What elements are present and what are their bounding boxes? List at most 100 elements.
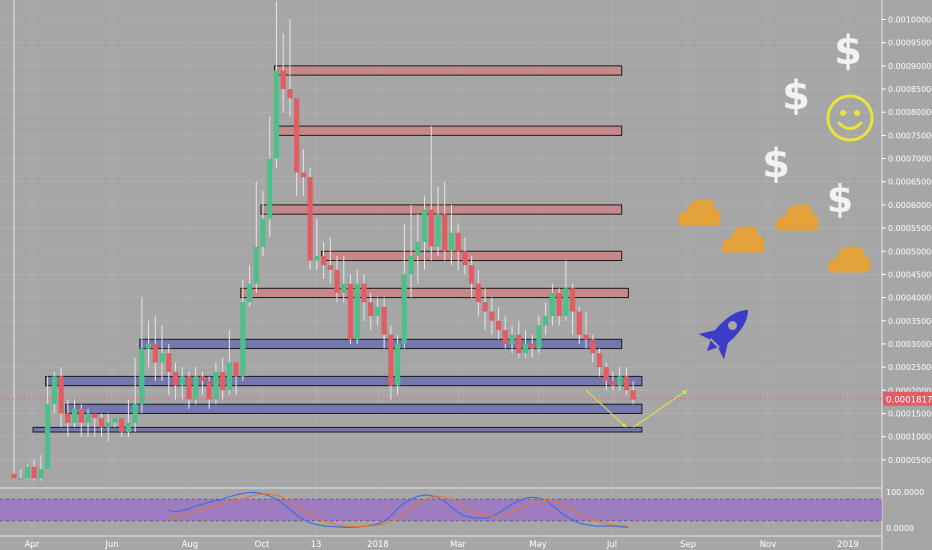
- zones-layer: [32, 65, 643, 433]
- candle-up: [253, 246, 259, 284]
- candle-down: [556, 292, 562, 317]
- candle-down: [603, 367, 609, 382]
- price-tick-label: 0.00075000: [888, 131, 932, 140]
- candle-down: [334, 269, 340, 293]
- oscillator-series-line: [167, 491, 629, 528]
- support-zone: [45, 375, 643, 387]
- dollar-sign: $: [827, 177, 853, 221]
- candle-down: [495, 320, 502, 331]
- candle-up: [51, 376, 57, 405]
- last-price-label: 0.00018176: [886, 395, 932, 405]
- price-tick-label: 0.00080000: [888, 108, 932, 117]
- candle-down: [469, 265, 475, 284]
- candle-up: [18, 478, 24, 480]
- rocket-body: [709, 309, 749, 349]
- price-tick-label: 0.00070000: [888, 155, 932, 164]
- resistance-zone: [240, 287, 629, 299]
- candle-down: [583, 334, 589, 340]
- time-tick-label: 13: [311, 540, 322, 550]
- time-tick-label: Jul: [606, 540, 617, 550]
- candle-down: [388, 334, 394, 386]
- candle-down: [455, 232, 461, 252]
- price-tick-label: 0.00100000: [888, 16, 932, 25]
- last-price-label-bg: [883, 391, 932, 406]
- cloud-icon: [678, 199, 721, 226]
- price-tick-label: 0.00045000: [888, 270, 932, 279]
- cloud-icon: [776, 204, 819, 231]
- candle-up: [341, 283, 347, 293]
- cloud-shape: [722, 226, 765, 253]
- rocket-fin: [718, 341, 729, 360]
- price-tick-label: 0.00035000: [888, 317, 932, 326]
- price-tick-label: 0.00085000: [888, 85, 932, 94]
- candle-down: [65, 413, 71, 423]
- price-axis-ticks: 0.00100000 0.00095000 0.00090000 0.00085000…: [882, 16, 932, 465]
- candle-down: [320, 255, 327, 266]
- candle-up: [435, 214, 441, 247]
- arrow-head: [682, 390, 687, 395]
- price-tick-label: 0.00090000: [888, 62, 932, 71]
- candle-down: [361, 283, 367, 303]
- candle-up: [71, 408, 78, 423]
- candle-down: [78, 408, 84, 423]
- cloud-icon: [722, 226, 765, 253]
- candle-up: [213, 371, 219, 400]
- oscillator-axis-ticks: 100.0000 0.0000: [886, 488, 924, 533]
- oscillator-series-line: [167, 493, 629, 528]
- candle-up: [159, 353, 165, 363]
- candle-up: [408, 255, 414, 275]
- resistance-zone: [273, 65, 623, 76]
- candle-up: [146, 343, 152, 349]
- time-tick-label: Mar: [450, 540, 467, 550]
- candle-up: [85, 413, 91, 423]
- smiley-face: [826, 94, 874, 142]
- candle-down: [119, 418, 125, 433]
- candle-down: [287, 89, 293, 99]
- time-tick-label: Apr: [25, 540, 40, 550]
- rocket-fin: [698, 329, 717, 340]
- candle-up: [374, 306, 381, 317]
- price-tick-label: 0.00095000: [888, 39, 932, 48]
- candle-up: [549, 292, 555, 317]
- time-tick-label: 2019: [837, 540, 859, 550]
- candle-down: [623, 376, 630, 391]
- time-tick-label: Sep: [680, 540, 696, 550]
- smiley-mouth: [837, 121, 863, 130]
- candle-up: [139, 348, 145, 405]
- arrow-line: [632, 389, 688, 428]
- price-axis-bg: [882, 0, 932, 550]
- candle-up: [509, 334, 515, 344]
- candle-up: [125, 422, 132, 433]
- dollar-sign: $: [834, 28, 862, 74]
- candle-down: [31, 466, 37, 479]
- candle-up: [401, 274, 407, 344]
- candle-down: [462, 251, 468, 266]
- arrow-head: [621, 422, 627, 428]
- candle-up: [395, 343, 401, 386]
- candle-up: [563, 288, 569, 317]
- candle-down: [347, 283, 354, 340]
- candle-down: [220, 371, 226, 391]
- smiley-eye: [854, 110, 860, 116]
- candle-down: [475, 283, 481, 303]
- candle-up: [617, 376, 623, 386]
- cloud-shape: [828, 246, 871, 273]
- gridlines: [0, 0, 882, 536]
- candle-up: [448, 232, 455, 252]
- support-zone: [65, 403, 643, 414]
- candle-down: [206, 381, 212, 400]
- candle-down: [166, 353, 172, 372]
- candle-up: [246, 283, 253, 303]
- candle-down: [590, 339, 596, 354]
- candle-down: [199, 376, 206, 382]
- candle-up: [179, 376, 185, 386]
- rocket-flame: [707, 340, 718, 351]
- candle-down: [92, 413, 98, 419]
- candle-up: [314, 255, 320, 261]
- oscillator-tick-label: 100.0000: [886, 488, 924, 497]
- candle-up: [267, 158, 273, 219]
- candle-up: [45, 404, 51, 470]
- rocket-icon: [698, 309, 749, 360]
- candle-up: [273, 70, 280, 159]
